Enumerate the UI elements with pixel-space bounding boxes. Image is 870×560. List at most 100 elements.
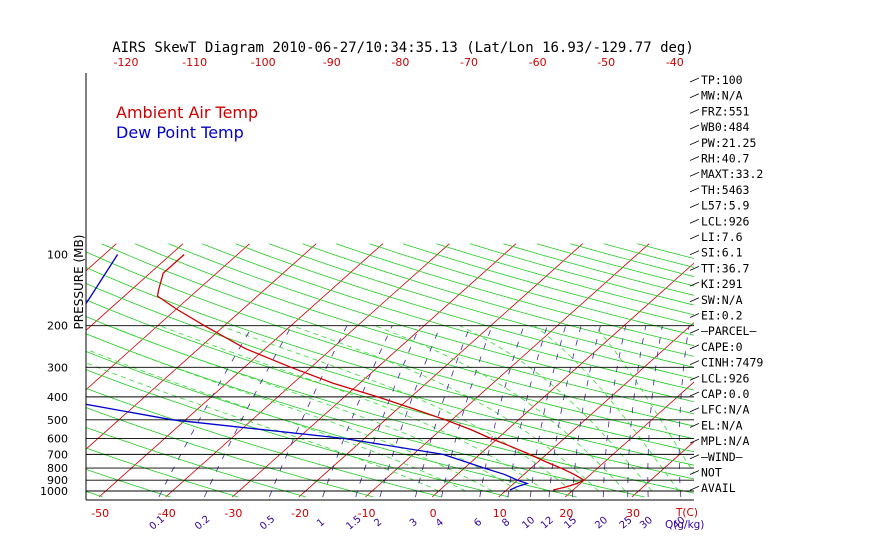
dry-adiabat-line bbox=[86, 299, 694, 480]
bottom-temp-tick-label: -50 bbox=[91, 507, 109, 520]
stats-line: KI:291 bbox=[701, 277, 743, 291]
stats-line: EL:N/A bbox=[701, 418, 743, 432]
mixing-ratio-line bbox=[602, 325, 627, 497]
stats-leader-line bbox=[689, 93, 700, 99]
stats-line: SI:6.1 bbox=[701, 246, 743, 260]
dry-adiabat-line bbox=[86, 267, 694, 453]
bottom-temp-tick-label: -30 bbox=[224, 507, 242, 520]
stats-line: TT:36.7 bbox=[701, 261, 750, 275]
dry-adiabat-line bbox=[86, 333, 645, 498]
moist-adiabat-line bbox=[459, 325, 653, 492]
stats-leader-line bbox=[689, 360, 700, 365]
dry-adiabat-line bbox=[101, 243, 694, 427]
pressure-tick-label: 200 bbox=[47, 320, 68, 333]
stats-leader-line bbox=[689, 313, 700, 318]
mixing-ratio-line bbox=[479, 325, 525, 498]
legend-ambient-air-temp: Ambient Air Temp bbox=[116, 103, 258, 122]
moist-adiabat-line bbox=[109, 325, 519, 492]
stats-leader-line bbox=[689, 423, 700, 428]
pressure-tick-label: 800 bbox=[47, 462, 68, 475]
top-temp-tick-label: -60 bbox=[529, 56, 547, 69]
mixing-ratio-line bbox=[647, 325, 663, 497]
stats-leader-line bbox=[689, 109, 700, 114]
mixing-ratio-tick-label: 0.2 bbox=[193, 514, 212, 533]
stats-leader-line bbox=[689, 77, 700, 83]
stats-line: SW:N/A bbox=[701, 293, 743, 307]
moist-adiabat-line bbox=[594, 325, 694, 475]
mixing-ratio-line bbox=[204, 325, 292, 498]
pressure-tick-label: 900 bbox=[47, 474, 68, 487]
stats-line: —PARCEL— bbox=[701, 324, 756, 338]
bottom-temp-tick-label: 20 bbox=[559, 507, 573, 520]
stats-line: MPL:N/A bbox=[701, 434, 750, 448]
stats-line: CAP:0.0 bbox=[701, 387, 750, 401]
pressure-tick-label: 700 bbox=[47, 448, 68, 461]
isotherm-line bbox=[86, 243, 317, 450]
mixing-ratio-tick-label: 0.5 bbox=[258, 514, 277, 533]
stats-line: LI:7.6 bbox=[701, 230, 743, 244]
stats-line: AVAIL bbox=[701, 481, 736, 495]
stats-line: EI:0.2 bbox=[701, 309, 743, 323]
isotherm-line bbox=[0, 244, 50, 497]
mixing-ratio-tick-label: 10 bbox=[520, 515, 537, 532]
mixing-ratio-line bbox=[627, 325, 647, 497]
stats-leader-line bbox=[689, 140, 700, 146]
dry-adiabat-line bbox=[436, 243, 694, 316]
stats-line: —WIND— bbox=[701, 450, 743, 464]
dry-adiabat-line bbox=[0, 244, 35, 497]
bottom-temp-tick-label: -20 bbox=[291, 507, 309, 520]
top-temp-tick-label: -100 bbox=[251, 56, 276, 69]
top-temp-tick-label: -40 bbox=[666, 56, 684, 69]
sounding-series bbox=[86, 254, 586, 491]
stats-leader-line bbox=[689, 203, 700, 208]
stats-leader-line bbox=[689, 454, 700, 460]
mixing-ratio-tick-label: 3 bbox=[408, 517, 420, 530]
dry-adiabat-line bbox=[302, 243, 694, 357]
stats-line: TP:100 bbox=[701, 73, 743, 87]
mixing-ratio-line bbox=[572, 325, 601, 498]
isotherm-line bbox=[832, 244, 870, 497]
stats-leader-line bbox=[689, 187, 700, 193]
top-temp-tick-label: -80 bbox=[391, 56, 409, 69]
dry-adiabat-line bbox=[134, 243, 694, 415]
stats-leader-line bbox=[689, 328, 700, 334]
stats-leader-line bbox=[689, 485, 700, 491]
mixing-ratio-tick-label: 12 bbox=[539, 515, 556, 532]
pressure-tick-label: 500 bbox=[47, 414, 68, 427]
stats-leader-line bbox=[689, 281, 700, 287]
stats-line: FRZ:551 bbox=[701, 104, 750, 118]
top-temperature-axis: -120 -110 -100 -90 -80 -70 -60 -50 -40 bbox=[114, 56, 684, 69]
stats-line: L57:5.9 bbox=[701, 199, 750, 213]
mixing-ratio-line bbox=[322, 325, 393, 498]
pressure-tick-label: 300 bbox=[47, 361, 68, 374]
isotherm-line bbox=[431, 262, 694, 498]
stats-line: LCL:926 bbox=[701, 214, 750, 228]
top-temp-tick-label: -50 bbox=[597, 56, 615, 69]
moist-adiabat-line bbox=[86, 333, 493, 492]
mixing-ratio-line bbox=[355, 325, 421, 498]
stats-line: WB0:484 bbox=[701, 120, 750, 134]
temperature-unit-label: T(C) bbox=[675, 507, 698, 519]
stats-leader-line bbox=[689, 391, 700, 397]
dry-adiabat-line bbox=[201, 243, 694, 391]
stats-line: CINH:7479 bbox=[701, 356, 763, 370]
isotherm-line bbox=[165, 243, 450, 498]
pressure-tick-label: 400 bbox=[47, 391, 68, 404]
stats-line: MW:N/A bbox=[701, 89, 743, 103]
stats-leader-line bbox=[689, 438, 700, 444]
stats-leader-line bbox=[689, 266, 700, 271]
stats-line: TH:5463 bbox=[701, 183, 750, 197]
stats-leader-line bbox=[689, 171, 700, 177]
mixing-ratio-line bbox=[441, 325, 493, 498]
top-temp-tick-label: -120 bbox=[114, 56, 139, 69]
mixing-ratio-line bbox=[415, 325, 471, 498]
pressure-tick-label: 1000 bbox=[40, 485, 68, 498]
bottom-temp-tick-label: -10 bbox=[358, 507, 376, 520]
mixing-ratio-line bbox=[507, 325, 548, 498]
stats-leader-line bbox=[689, 407, 700, 413]
pressure-tick-label: 600 bbox=[47, 433, 68, 446]
dry-adiabat-line bbox=[235, 243, 694, 379]
stats-leader-line bbox=[689, 297, 700, 303]
